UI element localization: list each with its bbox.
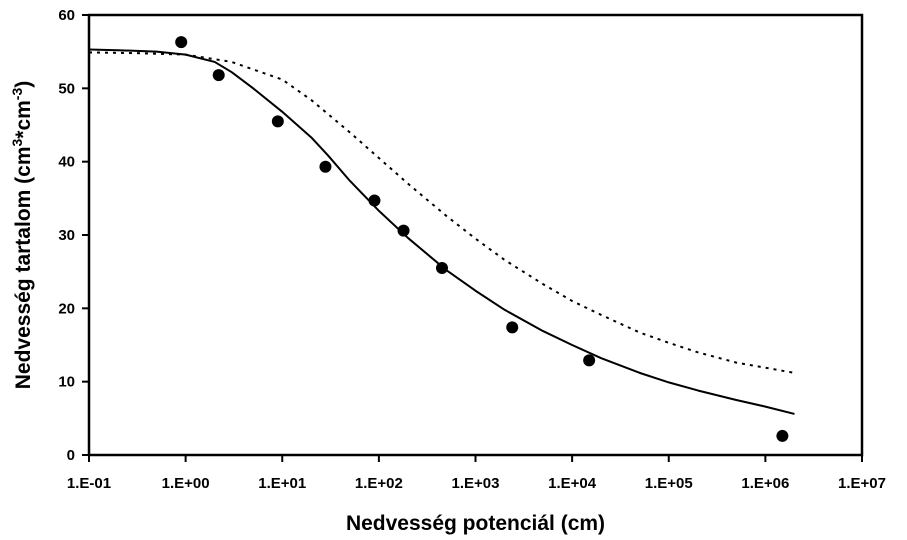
x-tick-label: 1.E+02 <box>355 475 403 492</box>
y-tick-label: 40 <box>58 154 75 171</box>
measured-data-point <box>319 160 332 173</box>
x-tick-label: 1.E+01 <box>258 475 306 492</box>
measured-data-point <box>212 69 225 82</box>
measured-data-point <box>506 321 519 334</box>
y-axis-title-part: ) <box>12 81 35 88</box>
y-tick-label: 10 <box>58 374 75 391</box>
y-tick-label: 30 <box>58 227 75 244</box>
series-layer <box>88 36 795 442</box>
y-tick-label: 50 <box>58 80 75 97</box>
dotted-model-curve <box>88 51 795 374</box>
x-axis-title: Nedvesség potenciál (cm) <box>346 512 605 535</box>
y-axis-title-part: *cm <box>12 100 35 139</box>
x-tick-label: 1.E+04 <box>548 475 597 492</box>
y-axis-title-superscript: -3 <box>9 88 25 101</box>
x-tick-label: 1.E+03 <box>452 475 500 492</box>
y-axis-title-part: Nedvesség tartalom (cm <box>12 147 35 390</box>
solid-model-curve <box>88 48 795 415</box>
measured-data-point <box>435 262 448 274</box>
y-axis-ticks: 0 10 20 30 40 50 60 <box>58 7 89 464</box>
measured-data-point <box>397 224 410 237</box>
measured-data-point <box>368 194 381 207</box>
x-tick-label: 1.E+06 <box>741 475 789 492</box>
x-axis-ticks: 1.E-01 1.E+00 1.E+01 1.E+02 1.E+03 1.E+04 1.E+… <box>67 455 886 492</box>
x-tick-label: 1.E+00 <box>162 475 210 492</box>
y-tick-label: 60 <box>58 7 75 24</box>
y-axis-title: Nedvesség tartalom (cm3*cm-3) <box>9 81 35 390</box>
y-axis-title-superscript: 3 <box>9 139 25 147</box>
y-tick-label: 20 <box>58 300 75 317</box>
measured-data-point <box>271 115 284 128</box>
y-tick-label: 0 <box>67 447 75 464</box>
measured-data-point <box>175 36 188 49</box>
x-tick-label: 1.E-01 <box>67 475 111 492</box>
measured-data-point <box>776 429 789 442</box>
measured-data-point <box>583 354 596 367</box>
x-tick-label: 1.E+05 <box>645 475 693 492</box>
x-tick-label: 1.E+07 <box>838 475 886 492</box>
